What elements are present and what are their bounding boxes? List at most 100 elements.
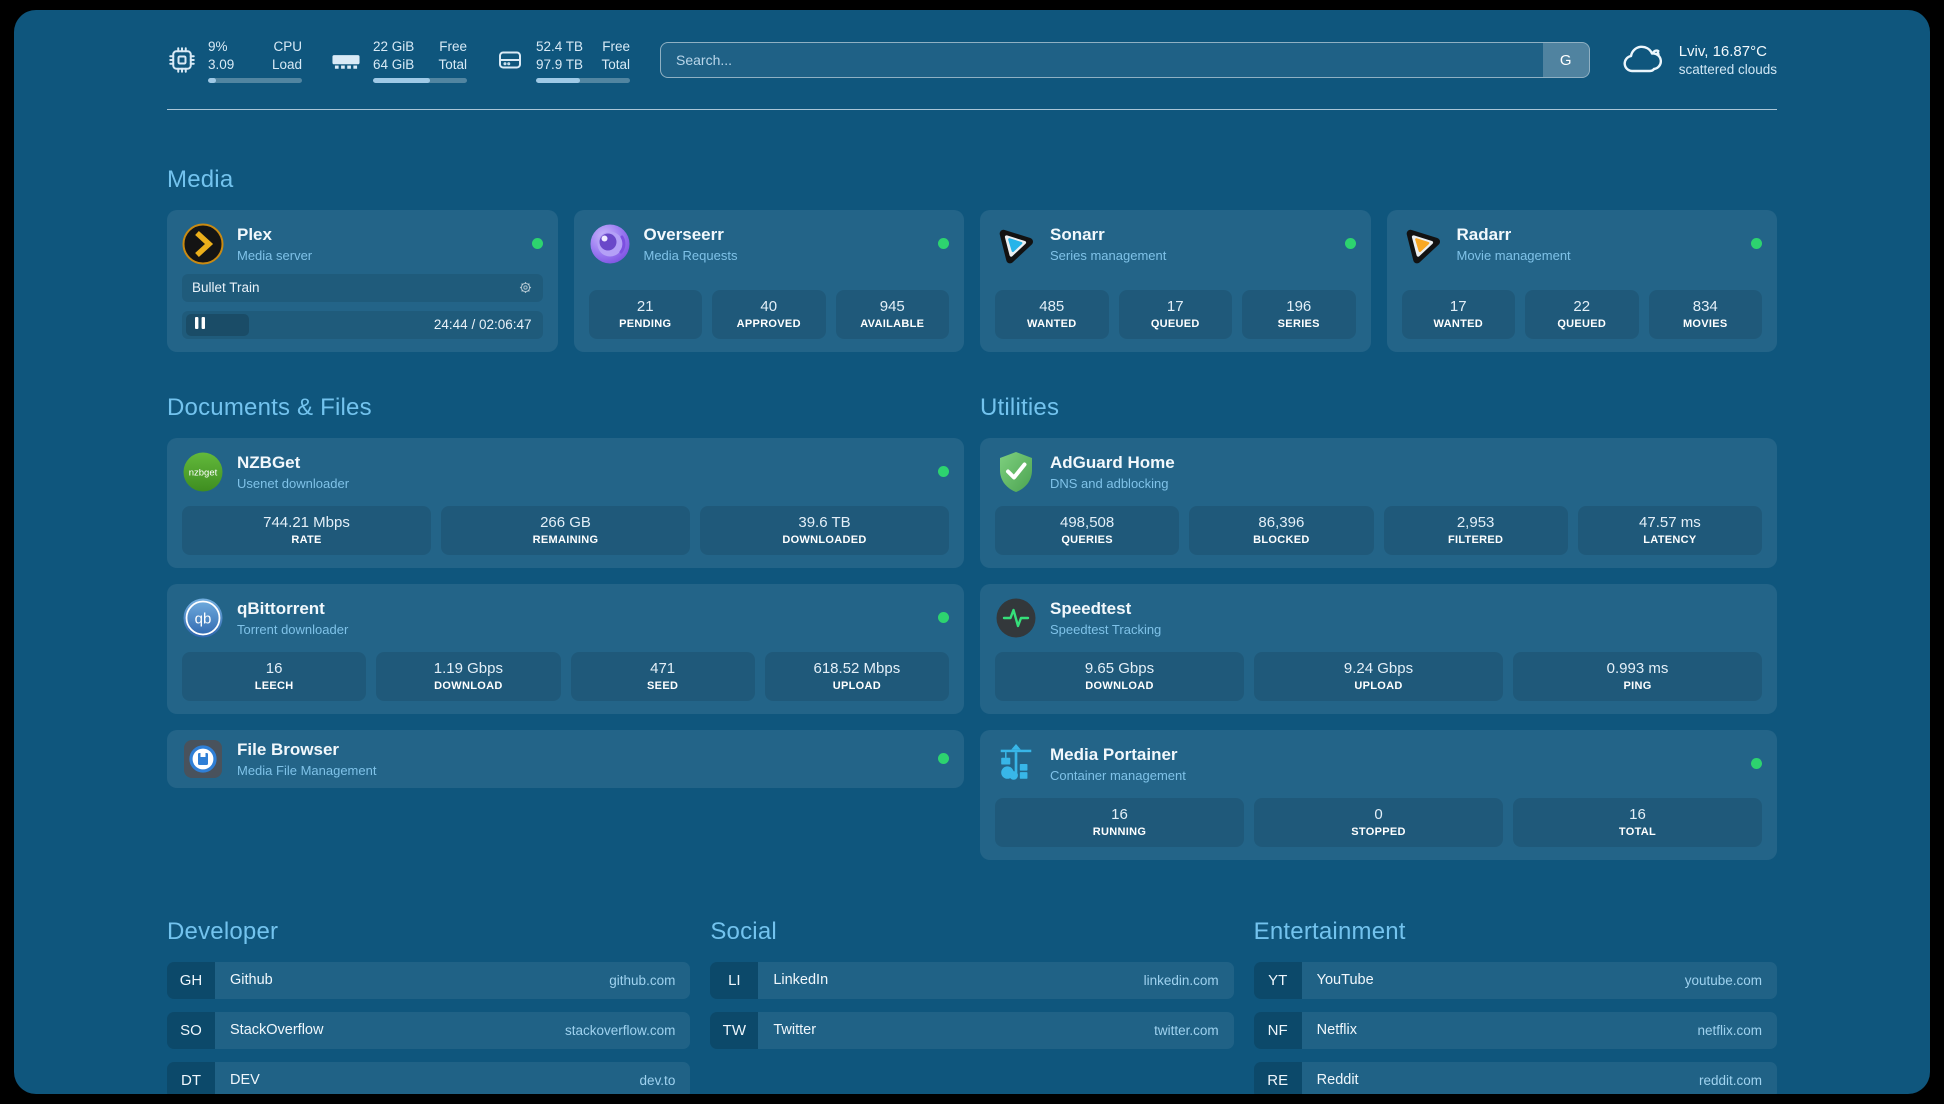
bookmark-youtube[interactable]: YT YouTube youtube.com — [1253, 961, 1777, 999]
memory-progress-track — [373, 78, 467, 83]
service-subtitle: Speedtest Tracking — [1050, 621, 1162, 637]
stat-block: 471 SEED — [570, 651, 755, 701]
status-online-dot — [938, 466, 949, 478]
section-media: Media Plex Media server — [167, 166, 1777, 352]
bookmark-github[interactable]: GH Github github.com — [167, 961, 691, 999]
stat-value: 16 — [265, 659, 283, 677]
speedtest-icon — [995, 597, 1037, 639]
bookmark-linkedin[interactable]: LI LinkedIn linkedin.com — [710, 961, 1234, 999]
stat-value: 47.57 ms — [1639, 513, 1701, 531]
service-subtitle: Usenet downloader — [237, 475, 350, 491]
service-card-nzbget[interactable]: nzbget NZBGet Usenet downloader 74 — [167, 437, 964, 568]
stat-label: PING — [1623, 679, 1652, 692]
stat-block: 9.65 Gbps DOWNLOAD — [995, 651, 1244, 701]
filebrowser-icon — [182, 738, 224, 780]
bookmark-reddit[interactable]: RE Reddit reddit.com — [1253, 1061, 1777, 1094]
plex-icon — [182, 223, 224, 265]
bookmark-dev[interactable]: DT DEV dev.to — [167, 1061, 691, 1094]
stat-value: 40 — [760, 297, 778, 315]
stat-block: 86,396 BLOCKED — [1189, 505, 1374, 555]
service-subtitle: Movie management — [1456, 247, 1571, 263]
bookmark-name: DEV — [230, 1072, 260, 1089]
stat-block: 16 RUNNING — [995, 797, 1244, 847]
stat-label: WANTED — [1433, 317, 1483, 330]
stat-label: APPROVED — [736, 317, 801, 330]
stat-block: 485 WANTED — [995, 289, 1109, 339]
stat-value: 471 — [650, 659, 676, 677]
stat-label: REMAINING — [532, 533, 599, 546]
memory-progress-fill — [373, 78, 431, 83]
stat-label: WANTED — [1027, 317, 1077, 330]
stat-value: 744.21 Mbps — [263, 513, 350, 531]
memory-total-value: 64 GiB — [373, 56, 415, 72]
stat-block: 0.993 ms PING — [1513, 651, 1762, 701]
cpu-progress-fill — [208, 78, 217, 83]
status-online-dot — [938, 612, 949, 624]
memory-free-label: Free — [439, 39, 467, 54]
service-card-filebrowser[interactable]: File Browser Media File Management — [167, 729, 964, 788]
playback-row: 24:44 / 02:06:47 — [182, 310, 543, 339]
stat-block: 17 QUEUED — [1118, 289, 1232, 339]
bookmark-name: YouTube — [1316, 972, 1374, 989]
scattered-clouds-icon — [1620, 43, 1666, 77]
stat-block: 2,953 FILTERED — [1383, 505, 1568, 555]
bookmark-twitter[interactable]: TW Twitter twitter.com — [710, 1011, 1234, 1049]
memory-total-label: Total — [438, 56, 467, 72]
service-card-plex[interactable]: Plex Media server Bullet Train — [167, 209, 558, 352]
service-card-adguard-home[interactable]: AdGuard Home DNS and adblocking 498,508 … — [980, 437, 1777, 568]
search-provider-button[interactable]: G — [1542, 43, 1589, 78]
service-card-media-portainer[interactable]: Media Portainer Container management 16 … — [980, 729, 1777, 860]
stat-label: QUERIES — [1061, 533, 1113, 546]
status-online-dot — [1751, 238, 1762, 250]
section-title-developer: Developer — [167, 917, 279, 945]
now-playing-title: Bullet Train — [192, 280, 260, 296]
service-name: NZBGet — [237, 453, 301, 473]
stat-value: 9.65 Gbps — [1084, 659, 1155, 677]
stat-label: TOTAL — [1618, 825, 1657, 838]
stat-label: AVAILABLE — [860, 317, 925, 330]
stat-value: 39.6 TB — [798, 513, 851, 531]
status-online-dot — [531, 238, 543, 250]
service-name: Speedtest — [1050, 599, 1132, 619]
stat-value: 1.19 Gbps — [433, 659, 503, 677]
service-card-overseerr[interactable]: Overseerr Media Requests 21 PENDING 40 A… — [573, 209, 964, 352]
bookmark-netflix[interactable]: NF Netflix netflix.com — [1253, 1011, 1777, 1049]
bookmark-url: stackoverflow.com — [565, 1022, 676, 1038]
stat-value: 0.993 ms — [1606, 659, 1669, 677]
stat-block: 834 MOVIES — [1648, 289, 1762, 339]
bookmark-url: twitter.com — [1154, 1022, 1219, 1038]
sonarr-icon — [995, 223, 1037, 265]
bookmark-abbr: NF — [1253, 1011, 1302, 1049]
weather-condition: scattered clouds — [1678, 62, 1777, 78]
stat-label: BLOCKED — [1253, 533, 1310, 546]
service-card-speedtest[interactable]: Speedtest Speedtest Tracking 9.65 Gbps D… — [980, 583, 1777, 714]
stat-label: UPLOAD — [832, 679, 881, 692]
service-name: AdGuard Home — [1050, 453, 1175, 473]
stat-block: 945 AVAILABLE — [835, 289, 949, 339]
bookmark-url: github.com — [609, 972, 676, 988]
service-card-qbittorrent[interactable]: qb qBittorrent Torrent downloader — [167, 583, 964, 714]
service-card-sonarr[interactable]: Sonarr Series management 485 WANTED 17 Q… — [980, 209, 1371, 352]
stat-label: SEED — [647, 679, 679, 692]
svg-text:qb: qb — [195, 610, 212, 627]
service-card-radarr[interactable]: Radarr Movie management 17 WANTED 22 QUE… — [1386, 209, 1777, 352]
stat-block: 744.21 Mbps RATE — [182, 505, 431, 555]
stat-label: PENDING — [619, 317, 672, 330]
service-name: Sonarr — [1050, 225, 1105, 245]
service-name: Overseerr — [643, 225, 724, 245]
bookmark-url: linkedin.com — [1143, 972, 1219, 988]
qbittorrent-icon: qb — [182, 597, 224, 639]
stat-label: LATENCY — [1643, 533, 1697, 546]
bookmark-name: Twitter — [773, 1022, 817, 1039]
service-name: File Browser — [237, 740, 340, 760]
bookmark-stackoverflow[interactable]: SO StackOverflow stackoverflow.com — [167, 1011, 691, 1049]
service-name: Media Portainer — [1050, 745, 1178, 765]
stat-label: RUNNING — [1092, 825, 1147, 838]
bookmark-group-social: Social LI LinkedIn linkedin.com TW Twitt… — [710, 918, 1234, 1094]
service-subtitle: Media server — [237, 247, 313, 263]
search-input[interactable] — [661, 43, 1543, 78]
bookmark-abbr: DT — [167, 1061, 215, 1094]
stat-value: 2,953 — [1456, 513, 1495, 531]
stat-block: 40 APPROVED — [712, 289, 826, 339]
stat-label: STOPPED — [1351, 825, 1406, 838]
